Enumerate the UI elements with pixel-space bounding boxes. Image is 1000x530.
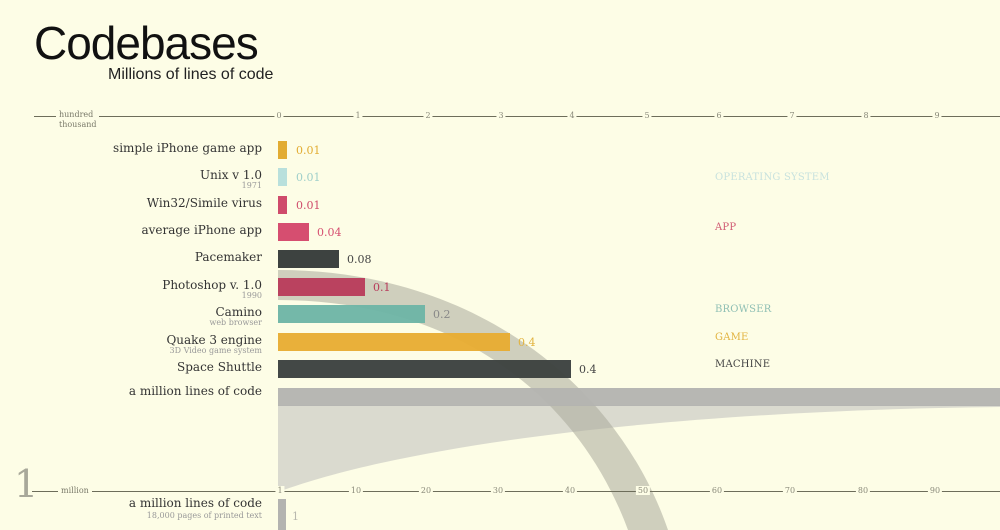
bar-value: 0.2	[433, 308, 451, 321]
bottom-tick: 10	[348, 486, 364, 495]
row-label: a million lines of code	[128, 384, 262, 398]
bottom-row-label: a million lines of code 18,000 pages of p…	[128, 496, 262, 520]
top-tick: 5	[642, 111, 652, 120]
row-sublabel: web browser	[209, 318, 262, 327]
bar-value: 0.1	[373, 281, 391, 294]
bottom-axis-unit: million	[58, 486, 92, 496]
row-sublabel: 3D Video game system	[169, 346, 262, 355]
bar-unix	[278, 168, 287, 186]
row-label: Space Shuttle	[177, 360, 262, 374]
top-tick: 3	[496, 111, 506, 120]
top-tick: 4	[567, 111, 577, 120]
bottom-tick: 40	[562, 486, 578, 495]
row-sublabel: 1971	[241, 181, 262, 190]
bottom-tick: 70	[782, 486, 798, 495]
bar-value: 0.4	[518, 336, 536, 349]
bar-value: 0.01	[296, 144, 321, 157]
row-label: Quake 3 engine 3D Video game system	[166, 333, 262, 355]
bar-photoshop	[278, 278, 365, 296]
bar-win32-simile	[278, 196, 287, 214]
bar-quake3	[278, 333, 510, 351]
bar-camino	[278, 305, 425, 323]
top-tick: 9	[932, 111, 942, 120]
row-label: average iPhone app	[141, 223, 262, 237]
row-label: Pacemaker	[194, 250, 262, 264]
legend-machine: MACHINE	[715, 359, 771, 370]
bar-space-shuttle	[278, 360, 571, 378]
top-axis-line	[34, 116, 1000, 117]
top-axis-unit-line2: thousand	[59, 120, 97, 129]
legend-game: GAME	[715, 332, 749, 343]
bottom-row-sublabel: 18,000 pages of printed text	[146, 511, 262, 520]
bar-value: 1	[292, 510, 299, 523]
bar-value: 0.01	[296, 171, 321, 184]
top-axis-unit-line1: hundred	[59, 110, 94, 119]
bar-million-lines	[278, 388, 1000, 406]
bar-value: 0.08	[347, 253, 372, 266]
bottom-tick: 1	[275, 486, 285, 495]
bottom-tick: 30	[490, 486, 506, 495]
top-tick: 6	[714, 111, 724, 120]
top-tick: 7	[787, 111, 797, 120]
chart-title: Codebases	[34, 17, 259, 69]
chart-subtitle: Millions of lines of code	[108, 66, 274, 83]
bar-value: 0.01	[296, 199, 321, 212]
row-label: Unix v 1.0 1971	[200, 168, 262, 190]
row-label: Camino web browser	[209, 305, 262, 327]
legend-operating-system: OPERATING SYSTEM	[715, 172, 830, 183]
top-tick: 1	[353, 111, 363, 120]
row-label: simple iPhone game app	[113, 141, 262, 155]
top-tick: 8	[861, 111, 871, 120]
bottom-tick: 80	[855, 486, 871, 495]
bar-value: 0.4	[579, 363, 597, 376]
legend-app: APP	[715, 222, 737, 233]
row-sublabel: 1990	[241, 291, 262, 300]
bar-value: 0.04	[317, 226, 342, 239]
bottom-axis-line	[32, 491, 1000, 492]
bottom-tick: 50	[635, 486, 651, 495]
bar-average-iphone-app	[278, 223, 309, 241]
legend-browser: BROWSER	[715, 304, 772, 315]
bar-simple-iphone-game-app	[278, 141, 287, 159]
bar-million-lines-bottom	[278, 499, 286, 530]
top-tick: 0	[274, 111, 284, 120]
bottom-tick: 20	[418, 486, 434, 495]
million-scale-number: 1	[14, 462, 39, 506]
bottom-tick: 60	[709, 486, 725, 495]
row-label: Photoshop v. 1.0 1990	[162, 278, 262, 300]
bar-pacemaker	[278, 250, 339, 268]
bottom-tick: 90	[927, 486, 943, 495]
top-tick: 2	[423, 111, 433, 120]
row-label: Win32/Simile virus	[146, 196, 262, 210]
top-axis-unit: hundred thousand	[56, 110, 100, 130]
